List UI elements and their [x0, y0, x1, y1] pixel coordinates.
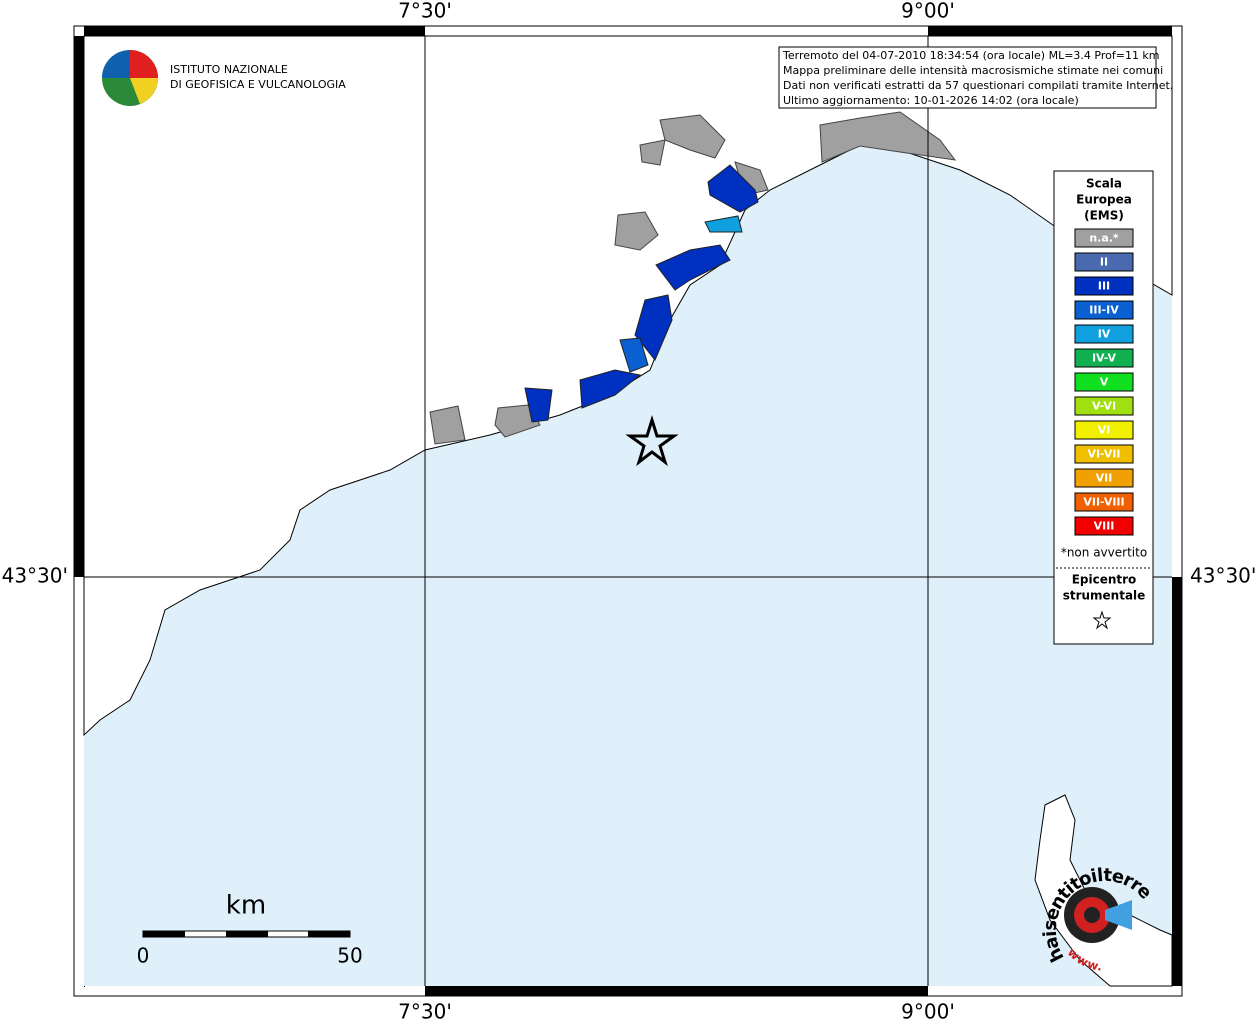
legend-swatch [1074, 348, 1134, 368]
legend-swatch [1074, 300, 1134, 320]
lon-label: 7°30' [398, 0, 452, 23]
legend-swatch [1074, 468, 1134, 488]
municipalities [429, 111, 957, 445]
legend-swatch [1074, 252, 1134, 272]
legend-label: VII-VIII [1083, 496, 1124, 509]
municipality [524, 387, 553, 423]
municipality [819, 111, 957, 163]
legend-label: VI-VII [1087, 448, 1120, 461]
lat-label: 43°30' [2, 564, 68, 588]
info-line: Dati non verificati estratti da 57 quest… [783, 79, 1173, 92]
municipality [655, 244, 731, 291]
municipality [704, 215, 743, 233]
legend-swatch [1074, 324, 1134, 344]
municipality [707, 164, 759, 213]
municipality [619, 337, 649, 373]
frame-bars [74, 26, 1182, 996]
legend-swatch [1074, 420, 1134, 440]
legend-title: (EMS) [1084, 209, 1124, 223]
logo-text: ISTITUTO NAZIONALE [170, 63, 288, 76]
legend-epicentre: Epicentro [1072, 573, 1137, 587]
legend-swatch [1074, 444, 1134, 464]
municipality [639, 139, 666, 166]
legend-swatch [1074, 396, 1134, 416]
legend-label: V [1100, 376, 1109, 389]
legend-label: III [1098, 280, 1110, 293]
lat-label: 43°30' [1190, 564, 1256, 588]
legend-title: Scala [1086, 177, 1122, 191]
legend-swatch [1074, 516, 1134, 536]
legend-swatch [1074, 372, 1134, 392]
legend-label: V-VI [1092, 400, 1116, 413]
municipality [634, 294, 673, 361]
epicentre-star [625, 414, 679, 467]
legend-title: Europea [1076, 193, 1132, 207]
municipality [429, 405, 466, 445]
legend-swatch [1074, 276, 1134, 296]
legend-label: II [1100, 256, 1108, 269]
legend-swatch [1074, 228, 1134, 248]
legend-label: VII [1096, 472, 1113, 485]
scale-bar: km 0 50 [137, 891, 363, 968]
info-line: Mappa preliminare delle intensità macros… [783, 64, 1163, 77]
legend-label: VI [1098, 424, 1111, 437]
info-box [778, 46, 1157, 109]
legend-star [1092, 610, 1112, 630]
scale-label: 50 [337, 944, 362, 968]
legend-label: VIII [1094, 520, 1115, 533]
info-line: Ultimo aggiornamento: 10-01-2026 14:02 (… [783, 94, 1079, 107]
municipality [614, 211, 659, 251]
info-line: Terremoto del 04-07-2010 18:34:54 (ora l… [782, 49, 1160, 62]
legend-note: *non avvertito [1061, 546, 1147, 560]
municipality [579, 369, 642, 409]
lon-label: 9°00' [901, 1000, 955, 1024]
legend-epicentre: strumentale [1063, 589, 1146, 603]
lon-label: 7°30' [398, 1000, 452, 1024]
scale-unit: km [226, 891, 266, 921]
legend-label: III-IV [1089, 304, 1119, 317]
legend-swatch [1074, 492, 1134, 512]
logo-text: DI GEOFISICA E VULCANOLOGIA [170, 78, 346, 91]
ingv-logo: ISTITUTO NAZIONALE DI GEOFISICA E VULCAN… [102, 50, 346, 106]
legend-label: n.a.* [1089, 232, 1119, 245]
municipality [494, 404, 541, 438]
lon-label: 9°00' [901, 0, 955, 23]
scale-label: 0 [137, 944, 150, 968]
legend-label: IV [1098, 328, 1111, 341]
legend-label: IV-V [1092, 352, 1117, 365]
